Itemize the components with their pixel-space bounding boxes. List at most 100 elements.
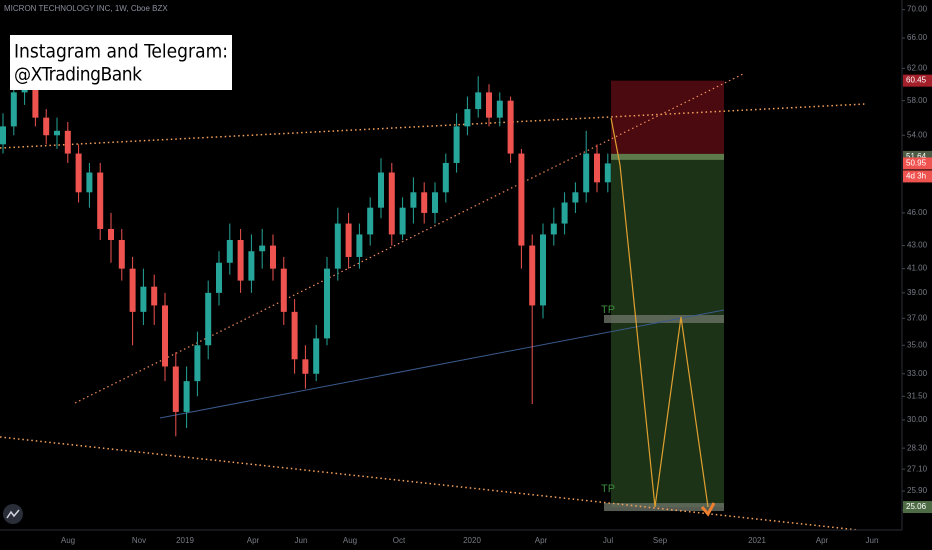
candle-body xyxy=(486,92,492,118)
candle-body xyxy=(216,262,222,293)
countdown-badge xyxy=(903,170,932,183)
candles xyxy=(0,68,611,437)
candle-body xyxy=(172,366,179,412)
annotation-text: @XTradingBank xyxy=(14,64,142,86)
x-tick-label: Jun xyxy=(866,536,879,545)
symbol-title: MICRON TECHNOLOGY INC, 1W, Cboe BZX xyxy=(4,4,168,13)
candle-body xyxy=(194,345,201,382)
candle-body xyxy=(75,153,82,193)
candle-body xyxy=(259,245,266,252)
tp-level xyxy=(604,503,724,512)
entry-badge-label: 51.64 xyxy=(906,152,927,161)
x-tick-label: 2020 xyxy=(463,536,481,545)
candle-body xyxy=(550,223,557,235)
candle-body xyxy=(291,311,298,360)
y-tick-label: 39.00 xyxy=(907,288,928,297)
candle-body xyxy=(604,163,611,183)
candle-body xyxy=(561,202,568,224)
candle-body xyxy=(410,192,417,208)
position-tool: TP TP xyxy=(601,80,724,512)
stop-badge-label: 60.45 xyxy=(906,76,927,85)
candle-body xyxy=(140,286,147,312)
tp-level xyxy=(604,315,724,323)
x-tick-label: Apr xyxy=(816,536,829,545)
trend-line xyxy=(159,309,725,419)
candle-body xyxy=(324,268,330,339)
y-tick-label: 27.10 xyxy=(907,464,928,473)
annotation-text: Instagram and Telegram: xyxy=(14,41,228,63)
y-axis: 70.00 66.00 62.00 58.00 54.00 46.00 43.00 41.00… xyxy=(902,5,932,514)
last-price-badge-label: 50.95 xyxy=(906,159,927,168)
candle-body xyxy=(464,109,471,127)
candle-body xyxy=(540,234,546,306)
candle-body xyxy=(507,100,514,154)
y-tick-label: 70.00 xyxy=(907,5,928,14)
logo-icon xyxy=(6,509,20,519)
x-tick-label: Aug xyxy=(61,536,75,545)
y-tick-label: 25.90 xyxy=(907,486,928,495)
candle-body xyxy=(162,305,168,367)
y-tick-label: 41.00 xyxy=(907,264,928,273)
candle-body xyxy=(129,268,136,312)
candle-body xyxy=(367,207,374,235)
x-tick-label: Apr xyxy=(535,536,548,545)
x-tick-label: Sep xyxy=(653,536,668,545)
stop-badge xyxy=(903,74,932,87)
candle-body xyxy=(496,100,503,118)
candle-body xyxy=(54,130,60,136)
candle-body xyxy=(205,292,212,346)
x-tick-label: Aug xyxy=(343,536,357,545)
projection-path xyxy=(610,117,709,508)
candle-body xyxy=(151,286,158,306)
tp-label: TP xyxy=(601,304,615,316)
candle-body xyxy=(118,239,125,269)
y-tick-label: 46.00 xyxy=(907,208,928,217)
price-axis xyxy=(902,0,932,550)
candle-body xyxy=(237,239,244,281)
y-tick-label: 35.00 xyxy=(907,340,928,349)
candle-body xyxy=(280,268,287,312)
candle-body xyxy=(432,192,438,213)
candle-body xyxy=(10,92,17,127)
y-tick-label: 58.00 xyxy=(907,96,928,105)
x-tick-label: Jul xyxy=(603,536,613,545)
candle-body xyxy=(0,126,6,145)
candle-body xyxy=(529,245,536,306)
y-tick-label: 62.00 xyxy=(907,63,928,72)
x-tick-label: Jun xyxy=(295,536,308,545)
candle-body xyxy=(226,239,233,263)
y-tick-label: 37.00 xyxy=(907,313,928,322)
candle-body xyxy=(248,251,255,281)
tp-badge xyxy=(903,501,932,514)
candle-body xyxy=(583,153,590,193)
y-tick-label: 31.50 xyxy=(907,391,928,400)
candle-body xyxy=(594,153,600,183)
candle-body xyxy=(32,84,39,118)
countdown-label: 4d 3h xyxy=(906,172,926,181)
candle-body xyxy=(64,130,71,154)
candle-body xyxy=(378,172,384,208)
tp-badge-label: 25.06 xyxy=(906,502,927,511)
candle-body xyxy=(442,162,449,193)
candle-body xyxy=(97,172,104,229)
candle-body xyxy=(86,172,93,193)
tp-label: TP xyxy=(601,483,615,495)
candle-body xyxy=(388,172,395,235)
y-tick-label: 30.00 xyxy=(907,415,928,424)
candle-body xyxy=(356,234,363,257)
x-tick-label: Oct xyxy=(393,536,406,545)
candle-body xyxy=(399,207,406,235)
candle-body xyxy=(183,381,190,412)
candle-body xyxy=(313,338,320,374)
trend-line xyxy=(0,103,866,149)
y-tick-label: 43.00 xyxy=(907,241,928,250)
candle-body xyxy=(475,92,482,110)
x-axis: Aug Nov 2019 Apr Jun Aug Oct 2020 Apr Jul Sep 2021 A… xyxy=(61,536,879,545)
stop-zone xyxy=(611,80,724,157)
y-tick-label: 66.00 xyxy=(907,33,928,42)
candle-body xyxy=(270,245,276,269)
x-tick-label: Nov xyxy=(132,536,146,545)
trend-line xyxy=(74,72,746,404)
